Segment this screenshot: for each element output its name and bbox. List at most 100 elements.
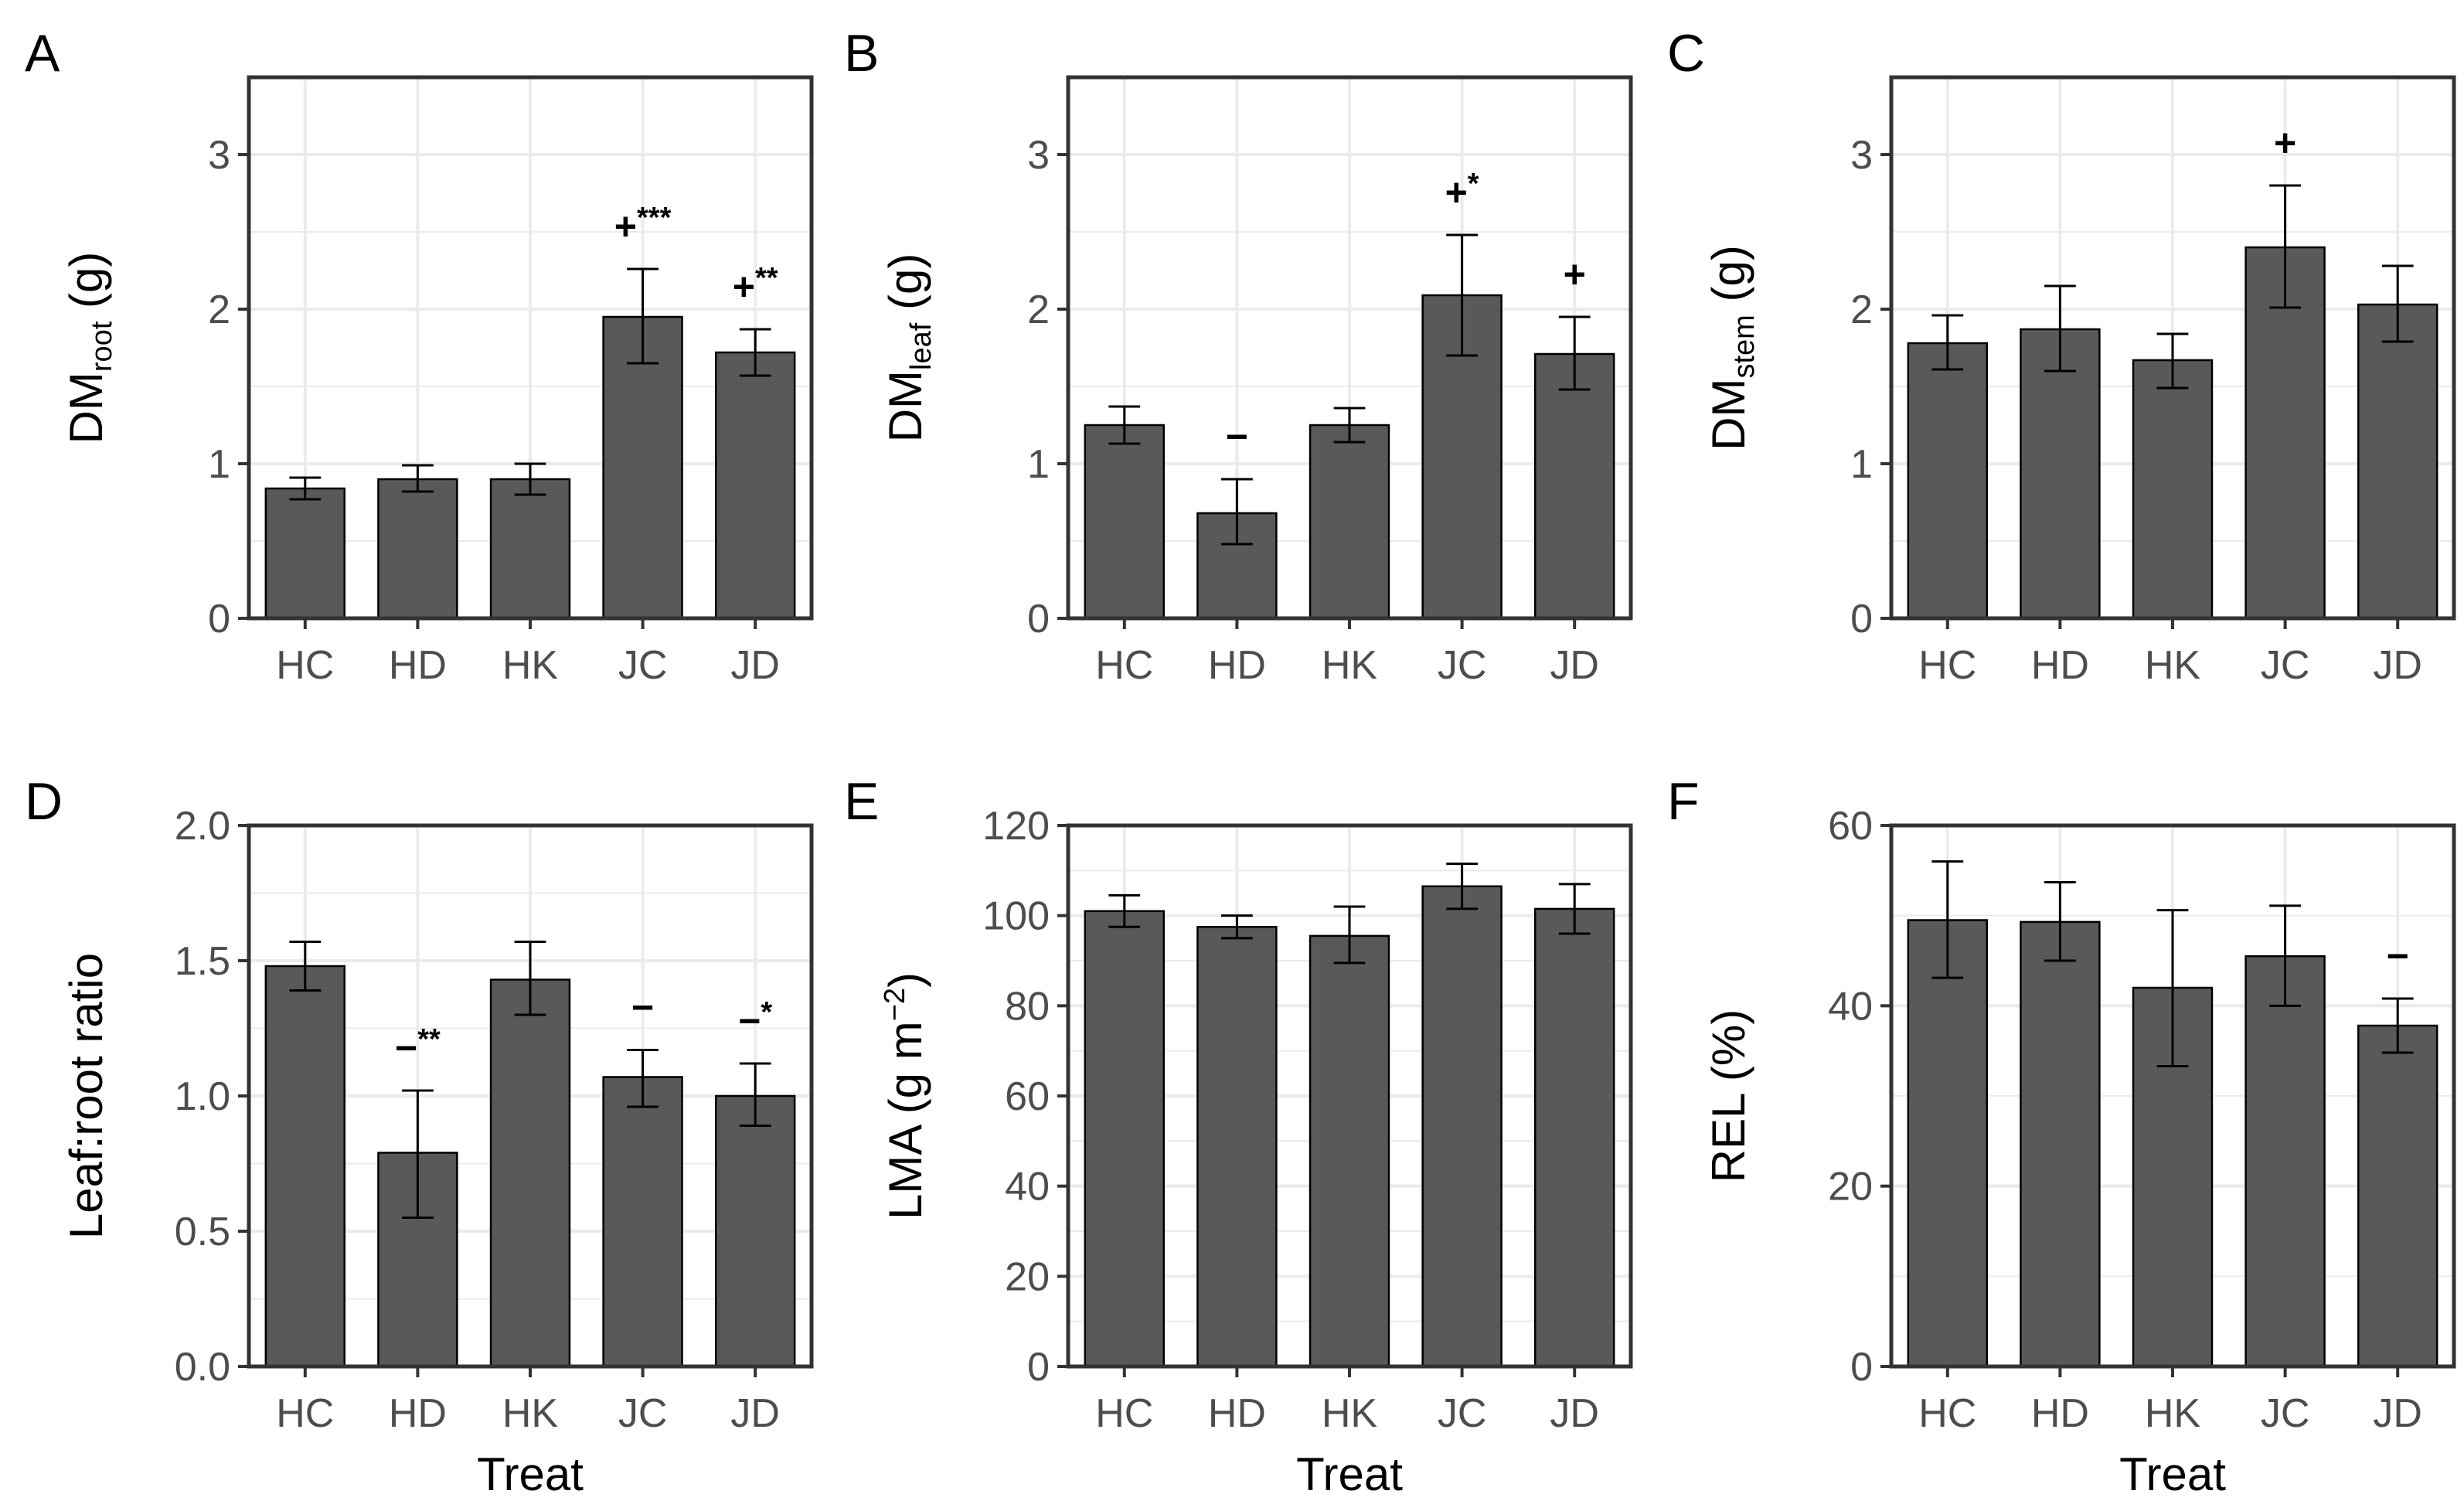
error-bar-jd <box>1558 315 1591 391</box>
y-tick-label: 0 <box>1027 597 1050 641</box>
panel-label-f: F <box>1667 772 1700 831</box>
y-tick-label: 3 <box>1850 133 1873 178</box>
bar-jc <box>602 1076 683 1368</box>
bar-hc <box>264 965 346 1368</box>
error-bar-hd <box>402 1089 434 1219</box>
bar-hc <box>1907 342 1989 620</box>
panel-b: B − +* +0 1 2 3 HC HD HK JC JD DMleaf (g) <box>844 24 1633 688</box>
panel-e: E 0 20 40 60 80 100 120 HC HD HK JC JD Treat LMA (g m−… <box>844 772 1633 1500</box>
error-bar-jc <box>2269 904 2301 1007</box>
bar-hc <box>264 487 346 620</box>
x-tick-label-hk: HK <box>1322 1391 1378 1436</box>
y-tick-label: 0.5 <box>175 1210 230 1254</box>
y-tick-label: 2 <box>1850 288 1873 332</box>
y-tick-label: 1.0 <box>175 1074 230 1119</box>
error-bar-hc <box>289 476 322 501</box>
x-tick-label-hd: HD <box>1208 1391 1266 1436</box>
bar-hc <box>1084 910 1166 1368</box>
x-tick-label-hk: HK <box>1322 643 1378 688</box>
significance-label-jd: +** <box>733 262 778 308</box>
y-axis-title: Leaf:root ratio <box>60 953 112 1239</box>
bar-hd <box>2020 921 2101 1368</box>
significance-label-jc: + <box>2274 121 2296 165</box>
x-tick-label-jc: JC <box>2261 643 2310 688</box>
y-tick-label: 0 <box>1850 1345 1873 1390</box>
y-tick-label: 1 <box>1027 442 1050 487</box>
error-bar-hk <box>514 462 546 496</box>
error-bar-hc <box>289 941 322 992</box>
x-tick-label-hk: HK <box>502 643 559 688</box>
x-tick-label-hc: HC <box>276 643 334 688</box>
x-tick-label-hk: HK <box>2145 1391 2201 1436</box>
y-tick-label: 20 <box>1005 1254 1050 1299</box>
error-bar-hd <box>2044 284 2076 373</box>
x-tick-label-hc: HC <box>1095 1391 1153 1436</box>
x-tick-label-jd: JD <box>2373 643 2422 688</box>
y-tick-label: 3 <box>1027 133 1050 178</box>
bar-hk <box>2132 359 2214 620</box>
y-tick-label: 2.0 <box>175 804 230 849</box>
y-tick-label: 3 <box>208 133 230 178</box>
x-tick-label-jd: JD <box>2373 1391 2422 1436</box>
bar-hk <box>1309 934 1390 1368</box>
panel-label-b: B <box>844 24 879 83</box>
x-tick-label-hk: HK <box>2145 643 2201 688</box>
bar-jc <box>602 315 683 620</box>
x-tick-label-jd: JD <box>1550 1391 1599 1436</box>
x-tick-label-hd: HD <box>389 643 447 688</box>
error-bar-jd <box>1558 883 1591 935</box>
y-tick-label: 40 <box>1005 1165 1050 1210</box>
x-tick-label-hd: HD <box>2031 1391 2089 1436</box>
error-bar-hc <box>1931 860 1964 979</box>
y-tick-label: 0 <box>1850 597 1873 641</box>
x-axis-title: Treat <box>1296 1448 1403 1500</box>
y-tick-label: 120 <box>982 804 1050 849</box>
y-axis-title: DMleaf (g) <box>880 254 938 443</box>
bar-jc <box>2244 955 2326 1368</box>
x-axis-title: Treat <box>477 1448 584 1500</box>
significance-label-jd: + <box>1564 253 1586 296</box>
bar-jd <box>1533 352 1615 620</box>
panel-f: F − 0 20 40 60 HC HD HK JC JD Treat REL (%) <box>1667 772 2456 1500</box>
significance-label-hd: −** <box>395 1023 441 1070</box>
y-tick-label: 1.5 <box>175 939 230 984</box>
error-bar-hd <box>2044 881 2076 962</box>
x-tick-label-jd: JD <box>730 1391 780 1436</box>
error-bar-hk <box>1333 905 1366 965</box>
y-tick-label: 0 <box>1027 1345 1050 1390</box>
x-tick-label-jc: JC <box>618 643 668 688</box>
bar-jd <box>2357 303 2438 620</box>
x-tick-label-hd: HD <box>389 1391 447 1436</box>
error-bar-jd <box>2381 264 2414 343</box>
x-tick-label-hc: HC <box>276 1391 334 1436</box>
panel-a: A +*** +** 0 1 2 3 HC HD HK JC JD DMroot (g) <box>25 24 814 688</box>
y-tick-label: 0.0 <box>175 1345 230 1390</box>
significance-label-jc: − <box>631 986 654 1029</box>
bar-jd <box>714 351 796 620</box>
y-tick-label: 60 <box>1005 1074 1050 1119</box>
y-tick-label: 20 <box>1828 1165 1873 1210</box>
x-tick-label-jc: JC <box>1438 643 1487 688</box>
y-axis-title: DMroot (g) <box>60 252 118 444</box>
x-tick-label-hc: HC <box>1918 1391 1976 1436</box>
x-tick-label-jd: JD <box>730 643 780 688</box>
x-tick-label-hc: HC <box>1095 643 1153 688</box>
significance-label-hd: − <box>1226 415 1248 458</box>
error-bar-jd <box>2381 997 2414 1054</box>
y-axis-title: REL (%) <box>1703 1009 1754 1183</box>
bar-hc <box>1907 919 1989 1368</box>
x-tick-label-hd: HD <box>1208 643 1266 688</box>
bar-hk <box>489 478 571 620</box>
error-bar-hc <box>1931 314 1964 371</box>
x-tick-label-jc: JC <box>618 1391 668 1436</box>
x-tick-label-jc: JC <box>1438 1391 1487 1436</box>
error-bar-jc <box>1446 233 1478 357</box>
error-bar-hk <box>2156 332 2189 390</box>
significance-label-jd: −* <box>738 996 772 1043</box>
y-tick-label: 60 <box>1828 804 1873 849</box>
error-bar-hd <box>1221 478 1253 546</box>
x-axis-title: Treat <box>2119 1448 2226 1500</box>
error-bar-hk <box>1333 407 1366 444</box>
error-bar-hc <box>1108 893 1141 928</box>
